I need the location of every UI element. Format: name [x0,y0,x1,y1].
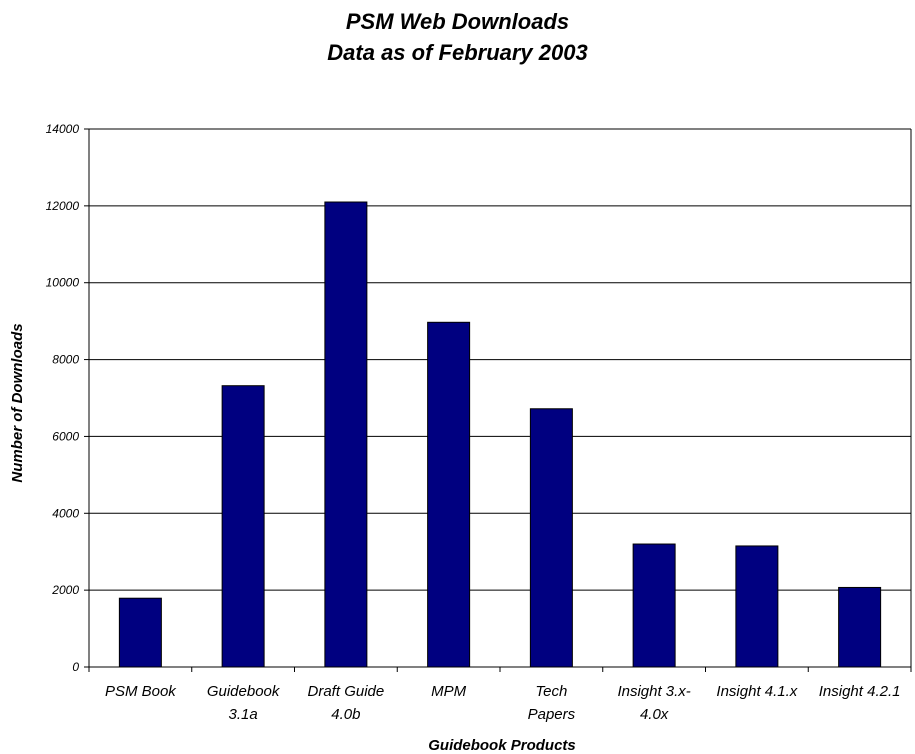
bar [118,597,162,668]
x-axis-title: Guidebook Products [428,737,576,754]
bar [838,586,882,668]
y-tick-label: 8000 [52,353,79,367]
y-axis-title: Number of Downloads [9,323,26,482]
bar [529,408,573,668]
gridlines [89,128,911,591]
x-tick-label: MPM [431,683,467,700]
x-tick-label: PSM Book [105,683,177,700]
y-tick-label: 2000 [51,583,79,597]
x-tick-label: Insight 4.2.1 [819,683,901,700]
y-tick-label: 4000 [52,506,79,520]
x-tick-label: Guidebook 3.1a [207,683,281,723]
bar [427,321,471,668]
axes [84,128,912,672]
x-tick-labels: PSM Book Guidebook 3.1a Draft Guide 4.0b MPM T… [105,683,901,723]
chart-title-line-1: PSM Web Downloads [345,9,570,34]
y-tick-label: 14000 [46,122,80,136]
chart-title-line-2: Data as of February 2003 [327,40,588,65]
x-tick-label: Tech Papers [528,683,576,723]
bar [735,545,779,668]
chart-title: PSM Web Downloads Data as of February 20… [0,6,915,68]
y-tick-label: 0 [72,660,79,674]
bar [221,385,265,668]
y-tick-label: 6000 [52,429,79,443]
bar [632,543,676,668]
bar [324,201,368,668]
x-tick-label: Insight 3.x-4.0x [617,683,690,723]
x-tick-label: Draft Guide 4.0b [308,683,385,723]
y-tick-label: 10000 [46,276,80,290]
y-tick-labels: 0 2000 4000 6000 8000 10000 12000 14000 [46,122,80,674]
x-tick-label: Insight 4.1.x [716,683,797,700]
bars [118,201,882,668]
y-tick-label: 12000 [46,199,80,213]
